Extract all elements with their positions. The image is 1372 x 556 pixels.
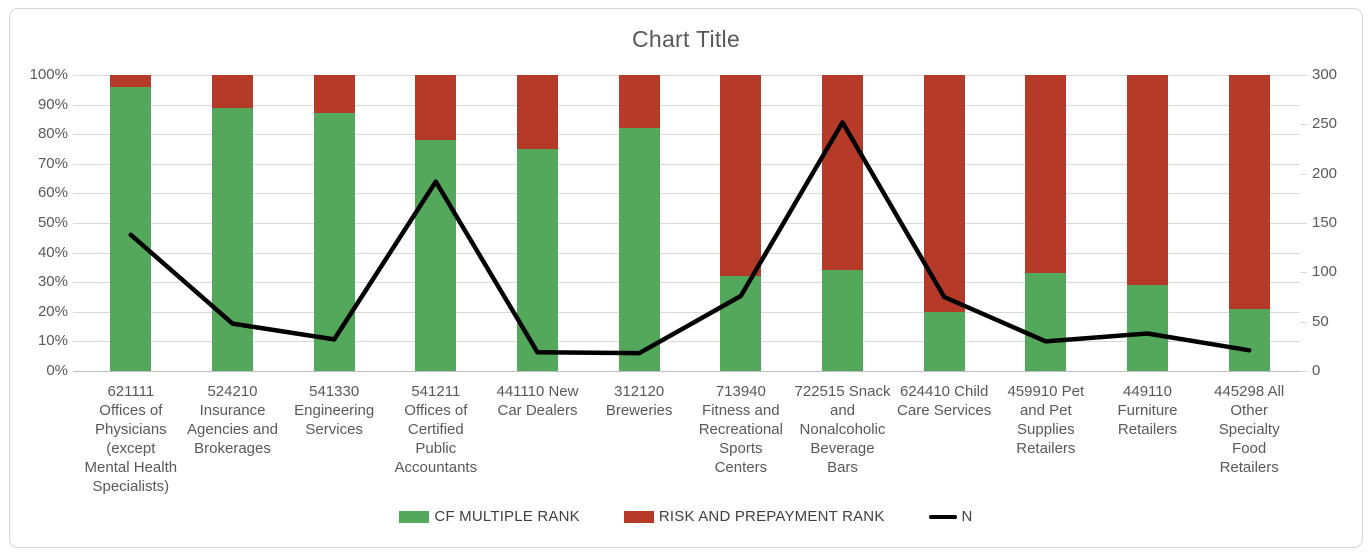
x-axis-category-label: 312120 Breweries — [605, 383, 673, 419]
bar-cf-multiple-rank-segment — [415, 140, 457, 371]
right-axis-tick — [1300, 223, 1307, 224]
y-axis-label-left: 60% — [37, 184, 68, 202]
x-axis-category-label: 541330 Engineering Services — [294, 383, 375, 438]
stacked-bar — [313, 75, 355, 371]
right-axis-tick — [1300, 272, 1307, 274]
bar-cf-multiple-rank-segment — [822, 270, 863, 371]
legend-item-risk-prepayment-rank: RISK AND PREPAYMENT RANK — [623, 508, 885, 525]
bar-risk-and-prepayment-rank-segment — [618, 75, 660, 129]
legend-swatch-red-icon — [623, 510, 654, 523]
y-axis-label-right: 200 — [1312, 164, 1338, 182]
gridline — [73, 75, 1300, 76]
y-axis-label-left: 40% — [37, 243, 68, 261]
x-axis-category-label: 541211 Offices of Certified Public Accou… — [394, 383, 478, 476]
bar-risk-and-prepayment-rank-segment — [110, 75, 152, 87]
x-axis-line — [73, 371, 1300, 372]
legend-line-swatch-icon — [928, 514, 957, 519]
y-axis-label-left: 70% — [37, 154, 68, 172]
y-axis-label-left: 100% — [29, 66, 68, 83]
x-axis-category-label: 621111 Offices of Physicians (except Men… — [84, 383, 178, 495]
x-axis-category-label: 445298 All Other Specialty Food Retailer… — [1214, 383, 1285, 476]
stacked-bar — [1025, 75, 1067, 371]
stacked-bar — [1228, 75, 1270, 371]
legend-label-risk-prepayment-rank: RISK AND PREPAYMENT RANK — [658, 508, 885, 525]
legend-label-n: N — [961, 508, 973, 525]
stacked-bar — [110, 75, 152, 371]
right-axis-tick — [1300, 173, 1307, 175]
y-axis-label-left: 90% — [37, 95, 68, 113]
gridline — [73, 223, 1300, 224]
x-axis-category-label: 441110 New Car Dealers — [496, 383, 579, 419]
x-axis-category-label: 524210 Insurance Agencies and Brokerages — [187, 383, 278, 457]
y-axis-label-right: 100 — [1312, 263, 1338, 281]
gridline — [73, 193, 1300, 195]
gridline — [73, 163, 1300, 165]
stacked-bar — [415, 75, 457, 371]
legend-label-cf-multiple-rank: CF MULTIPLE RANK — [434, 508, 580, 525]
y-axis-label-left: 50% — [37, 214, 68, 231]
bar-cf-multiple-rank-segment — [313, 113, 355, 371]
bar-cf-multiple-rank-segment — [1025, 273, 1067, 371]
stacked-bar — [618, 75, 660, 371]
stacked-bar — [822, 75, 863, 371]
y-axis-label-left: 30% — [37, 273, 68, 291]
bar-risk-and-prepayment-rank-segment — [822, 75, 863, 271]
bar-risk-and-prepayment-rank-segment — [517, 75, 558, 149]
x-axis-category-label: 624410 Child Care Services — [897, 383, 992, 419]
legend-swatch-green-icon — [399, 510, 430, 523]
gridline — [73, 252, 1300, 254]
x-axis-category-label: 713940 Fitness and Recreational Sports C… — [698, 383, 783, 476]
legend-item-cf-multiple-rank: CF MULTIPLE RANK — [399, 508, 580, 525]
plot-area — [73, 75, 1307, 372]
y-axis-label-left: 10% — [37, 332, 68, 350]
bar-risk-and-prepayment-rank-segment — [1228, 75, 1270, 309]
right-axis-tick — [1300, 75, 1307, 76]
right-axis-tick — [1300, 371, 1307, 372]
gridline — [73, 134, 1300, 136]
bar-risk-and-prepayment-rank-segment — [415, 75, 457, 141]
y-axis-label-right: 250 — [1312, 115, 1338, 133]
y-axis-label-left: 20% — [37, 302, 68, 320]
gridline — [73, 311, 1300, 313]
gridline — [73, 282, 1300, 284]
bar-risk-and-prepayment-rank-segment — [1025, 75, 1067, 274]
chart-title: Chart Title — [631, 26, 741, 52]
x-axis-category-label: 449110 Furniture Retailers — [1117, 383, 1178, 438]
bar-risk-and-prepayment-rank-segment — [212, 75, 253, 108]
n-line — [128, 120, 1252, 356]
legend-item-n: N — [928, 508, 973, 525]
y-axis-label-right: 0 — [1312, 362, 1321, 379]
bar-risk-and-prepayment-rank-segment — [1127, 75, 1168, 286]
bar-cf-multiple-rank-segment — [110, 86, 152, 371]
bar-cf-multiple-rank-segment — [1228, 308, 1270, 371]
y-axis-label-right: 300 — [1312, 66, 1338, 83]
legend: CF MULTIPLE RANK RISK AND PREPAYMENT RAN… — [0, 508, 1372, 525]
stacked-bar — [517, 75, 558, 371]
x-axis-category-label: 459910 Pet and Pet Supplies Retailers — [1007, 383, 1085, 457]
y-axis-label-right: 50 — [1312, 312, 1329, 330]
bar-risk-and-prepayment-rank-segment — [313, 75, 355, 114]
y-axis-label-left: 80% — [37, 125, 68, 143]
stacked-bar — [720, 75, 762, 371]
bar-cf-multiple-rank-segment — [923, 311, 965, 371]
bar-risk-and-prepayment-rank-segment — [720, 75, 762, 277]
y-axis-label-right: 150 — [1312, 214, 1338, 231]
gridline — [73, 341, 1300, 343]
bar-cf-multiple-rank-segment — [1127, 285, 1168, 371]
n-line-layer — [128, 120, 1252, 356]
bar-cf-multiple-rank-segment — [517, 149, 558, 371]
y-axis-label-left: 0% — [46, 362, 68, 379]
stacked-bar — [1127, 75, 1168, 371]
right-axis-tick — [1300, 124, 1307, 126]
x-axis-category-label: 722515 Snack and Nonalcoholic Beverage B… — [794, 383, 891, 476]
bar-cf-multiple-rank-segment — [618, 128, 660, 371]
right-axis-tick — [1300, 321, 1307, 323]
gridline — [73, 104, 1300, 106]
